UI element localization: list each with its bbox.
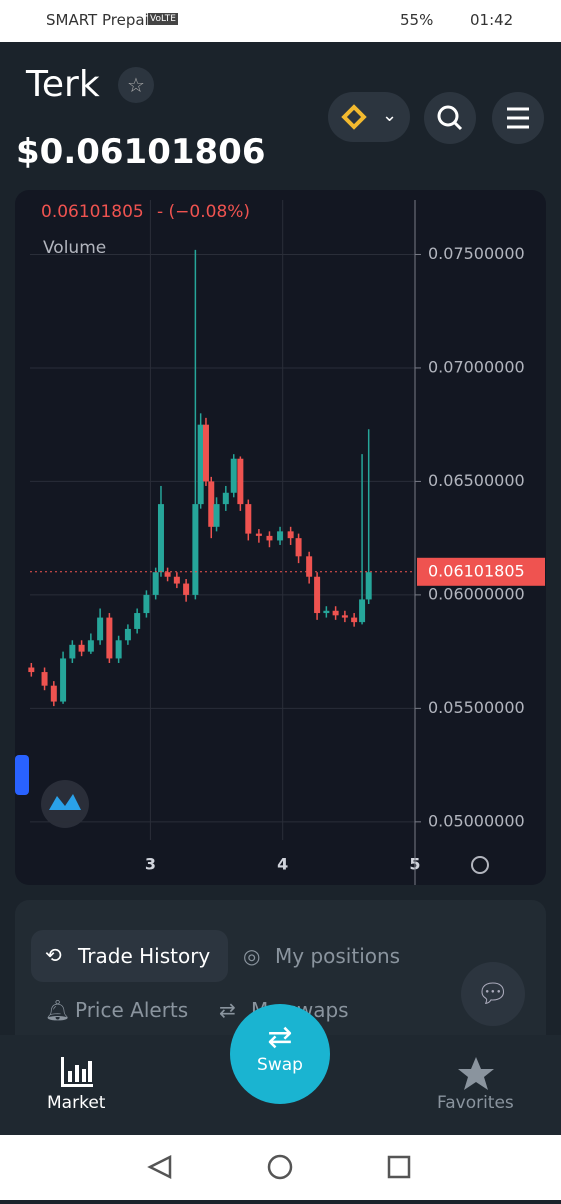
candle-body <box>255 533 262 536</box>
price-alerts-tab[interactable]: Price Alerts <box>75 998 189 1022</box>
y-tick-label: 0.07500000 <box>428 244 525 263</box>
candle-body <box>213 504 220 527</box>
history-icon: ⟲ <box>45 943 62 967</box>
candle-body <box>78 644 85 652</box>
y-tick-label: 0.07000000 <box>428 357 525 376</box>
search-button[interactable] <box>424 92 476 144</box>
market-icon <box>61 1057 93 1087</box>
candle-body <box>134 613 141 629</box>
candle-body <box>295 538 302 557</box>
candle-body <box>323 610 330 614</box>
volte: VoLTE <box>148 13 178 25</box>
y-tick-label: 0.06500000 <box>428 471 525 490</box>
candle-body <box>87 640 94 652</box>
candle-body <box>208 481 215 527</box>
candle-body <box>287 531 294 539</box>
chat-button[interactable]: 💬︎ <box>461 962 525 1026</box>
candle-body <box>197 424 204 505</box>
x-tick-label: 4 <box>277 855 288 874</box>
candle-body <box>306 556 313 577</box>
price-label: 0.06101805 <box>428 561 525 580</box>
candle-body <box>164 572 171 577</box>
candle-body <box>332 610 339 616</box>
token-name: Terk <box>26 64 100 105</box>
candle-body <box>314 576 321 614</box>
menu-button[interactable] <box>492 92 544 144</box>
candle-body <box>157 504 164 573</box>
candle-body <box>237 458 244 505</box>
candle-body <box>41 672 48 686</box>
chart: 0.06101805 - (−0.08%) Volume 0.05000000 0… <box>15 190 546 885</box>
candle-body <box>152 572 159 595</box>
carrier: SMART Prepaid <box>46 11 159 29</box>
positions-icon: ◎ <box>243 944 261 968</box>
search-icon <box>437 105 463 131</box>
favorites-tab[interactable]: Favorites <box>437 1093 514 1113</box>
candle-body <box>173 576 180 584</box>
star-icon <box>458 1057 494 1090</box>
swap-icon: ⇄ <box>219 998 236 1022</box>
time: 01:42 <box>470 11 514 29</box>
candle-body <box>202 424 209 482</box>
menu-icon <box>507 107 529 129</box>
trade-history-tab[interactable]: ⟲ Trade History <box>31 930 228 982</box>
candle-body <box>183 583 190 595</box>
tab-label: Trade History <box>78 944 211 968</box>
bnb-icon <box>341 104 367 130</box>
candle-body <box>69 644 76 659</box>
candle-body <box>266 535 273 541</box>
last-price: 0.06101805 <box>41 202 144 222</box>
logo-icon <box>49 794 81 810</box>
candle-body <box>245 504 252 534</box>
y-tick-label: 0.05500000 <box>428 698 525 717</box>
price-change: - (−0.08%) <box>157 202 250 222</box>
chevron: ⌄ <box>382 105 398 126</box>
candle-body <box>106 617 113 659</box>
candle-body <box>341 615 348 618</box>
candle-body <box>115 640 122 659</box>
candle-body <box>365 572 372 600</box>
token-price: $0.06101806 <box>16 132 266 172</box>
side-toggle[interactable] <box>15 755 29 795</box>
swap-arrows: ⇄ <box>267 1020 293 1055</box>
y-tick-label: 0.06000000 <box>428 584 525 603</box>
system-nav <box>0 1135 561 1200</box>
volume-label: Volume <box>43 238 106 258</box>
candle-body <box>124 628 131 641</box>
header: Terk ☆ $0.06101806 ⌄ <box>0 42 561 192</box>
system-nav-icons <box>147 1154 411 1180</box>
chain-selector[interactable]: ⌄ <box>328 92 410 142</box>
candle-body <box>60 658 67 702</box>
price-label-box <box>417 557 545 586</box>
market-tab[interactable]: Market <box>47 1093 106 1113</box>
candle-body <box>97 617 104 641</box>
candle-body <box>192 504 199 595</box>
battery: 55% <box>400 11 434 29</box>
settings-icon[interactable] <box>471 856 489 874</box>
x-tick-label: 3 <box>145 855 156 874</box>
candle-body <box>230 458 237 493</box>
y-tick-label: 0.05000000 <box>428 811 525 830</box>
swap-button[interactable]: ⇄ Swap <box>230 1004 330 1104</box>
candle-body <box>351 617 358 623</box>
candle-body <box>28 667 35 673</box>
status-bar: SMART Prepaid VoLTE 55% 01:42 <box>0 0 561 42</box>
candle-body <box>50 685 57 702</box>
candle-body <box>359 599 366 623</box>
logo-badge <box>41 780 89 828</box>
candle-body <box>222 492 229 505</box>
candle-body <box>143 594 150 614</box>
my-positions-tab[interactable]: My positions <box>275 944 401 968</box>
bell-icon: 🔔︎ <box>45 998 71 1022</box>
candle-body <box>277 531 284 541</box>
swap-label: Swap <box>257 1055 303 1075</box>
favorite-star[interactable]: ☆ <box>118 67 154 103</box>
